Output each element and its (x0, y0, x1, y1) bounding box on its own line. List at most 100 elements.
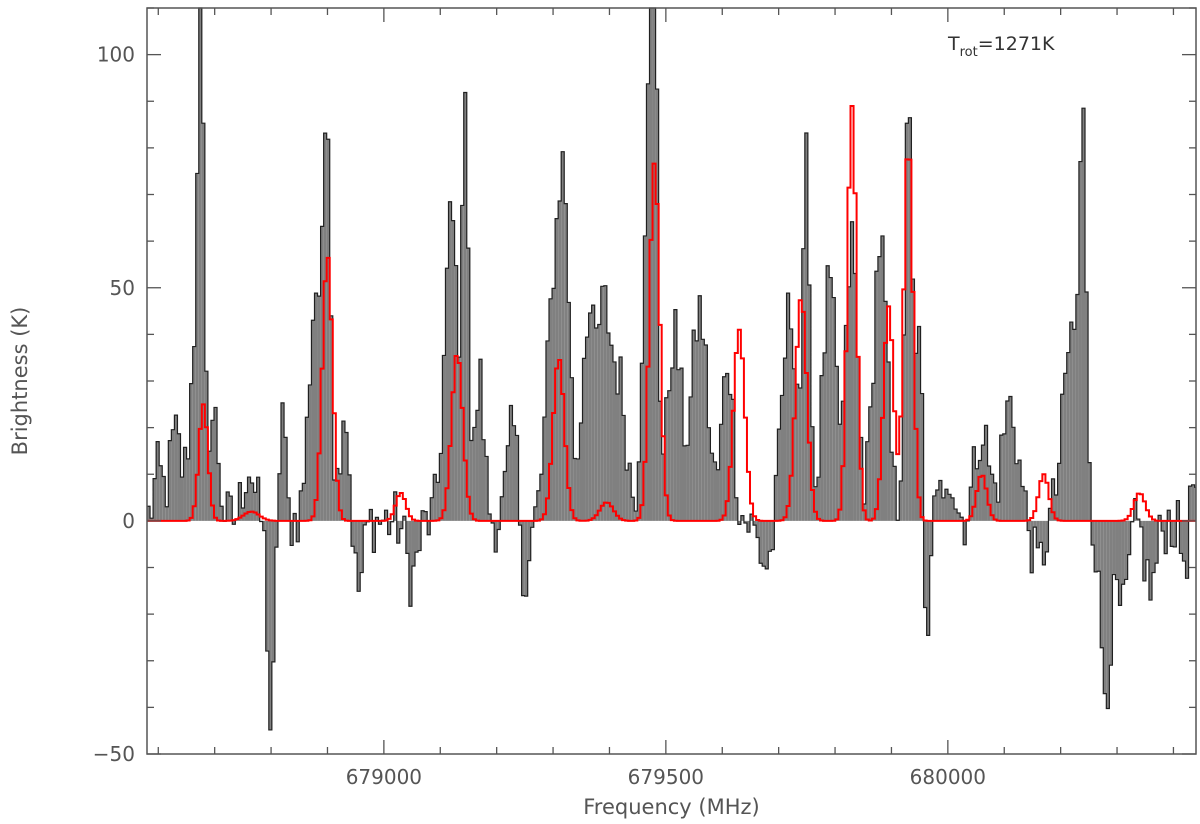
observed-bar (1018, 460, 1022, 521)
observed-bar (926, 520, 930, 636)
observed-bar (305, 417, 309, 521)
observed-bar (661, 454, 665, 521)
observed-bar (326, 139, 330, 521)
observed-bar (670, 367, 674, 521)
observed-bar (287, 497, 291, 521)
observed-bar (890, 452, 894, 521)
observed-bar (430, 497, 434, 521)
observed-bar (1039, 520, 1043, 543)
observed-bar (1014, 463, 1019, 521)
observed-bar (573, 458, 577, 521)
observed-bar (320, 226, 324, 521)
observed-bar (214, 407, 218, 521)
observed-bar (217, 463, 221, 521)
observed-bar (1109, 520, 1113, 666)
observed-bar (612, 361, 617, 521)
observed-bar (244, 492, 248, 521)
observed-bar (585, 337, 589, 521)
observed-bar (673, 309, 677, 521)
observed-bar (649, 8, 653, 521)
observed-bar (606, 332, 610, 521)
observed-bar (375, 517, 379, 521)
observed-bar (1167, 510, 1171, 521)
observed-bar (920, 393, 924, 521)
observed-bar (1054, 494, 1058, 521)
observed-bar (841, 401, 845, 521)
observed-bar (746, 520, 751, 533)
observed-bar (798, 388, 802, 521)
observed-bar (384, 510, 388, 521)
observed-bar (771, 520, 775, 550)
observed-bar (874, 271, 878, 521)
observed-bar (1081, 108, 1086, 521)
observed-bar (856, 356, 860, 521)
observed-bar (880, 235, 885, 521)
observed-bar (500, 496, 504, 521)
observed-bar (631, 497, 635, 521)
observed-bar (625, 470, 629, 521)
observed-bar (317, 296, 321, 521)
observed-bar (491, 520, 495, 524)
observed-bar (1155, 520, 1159, 564)
observed-bar (533, 506, 537, 521)
observed-bar (695, 340, 699, 521)
observed-bar (999, 435, 1003, 521)
y-tick-label: −50 (93, 742, 135, 766)
observed-bar (786, 293, 790, 521)
observed-bar (494, 520, 498, 553)
observed-bar (195, 173, 199, 521)
observed-bar (908, 117, 912, 521)
observed-bar (478, 359, 483, 521)
observed-bar (740, 515, 744, 521)
observed-bar (835, 366, 839, 521)
observed-bar (1097, 520, 1101, 572)
observed-bar (159, 465, 163, 521)
observed-bar (271, 520, 275, 662)
observed-bar (1048, 508, 1052, 521)
observed-bar (832, 297, 836, 521)
observed-bar (1176, 500, 1180, 521)
observed-bar (485, 456, 489, 521)
observed-bar (777, 429, 781, 521)
observed-bar (156, 441, 160, 521)
observed-bar (354, 520, 358, 553)
observed-bar (683, 445, 687, 521)
observed-bar (561, 151, 565, 521)
observed-bar (1045, 520, 1049, 552)
observed-bar (658, 401, 662, 521)
observed-bar (652, 8, 656, 521)
observed-bar (719, 424, 723, 521)
observed-bar (637, 461, 641, 521)
observed-bar (527, 520, 531, 561)
observed-bar (1069, 322, 1073, 521)
observed-bar (457, 357, 461, 521)
observed-bar (411, 520, 416, 566)
observed-bar (591, 305, 595, 521)
observed-bar (1036, 520, 1040, 548)
observed-bar (698, 295, 702, 521)
observed-bar (475, 410, 479, 521)
observed-bar (165, 506, 169, 521)
observed-bar (1118, 520, 1122, 606)
observed-bar (1085, 291, 1089, 521)
observed-bar (792, 368, 796, 521)
observed-bar (838, 424, 842, 521)
observed-bar (268, 520, 272, 730)
observed-bar (853, 273, 857, 521)
observed-bar (530, 520, 534, 528)
observed-bar (655, 89, 659, 521)
observed-bar (174, 415, 178, 521)
observed-bar (1115, 520, 1119, 580)
observed-bar (923, 520, 927, 608)
observed-bar (628, 463, 632, 521)
observed-bar (1033, 520, 1037, 528)
observed-bar (871, 383, 875, 521)
observed-bar (424, 511, 428, 521)
observed-bar (862, 504, 866, 521)
observed-bar (338, 473, 342, 521)
observed-bar (1094, 520, 1098, 572)
observed-bar (692, 330, 696, 521)
observed-bar (415, 520, 419, 553)
observed-bar (488, 514, 492, 521)
